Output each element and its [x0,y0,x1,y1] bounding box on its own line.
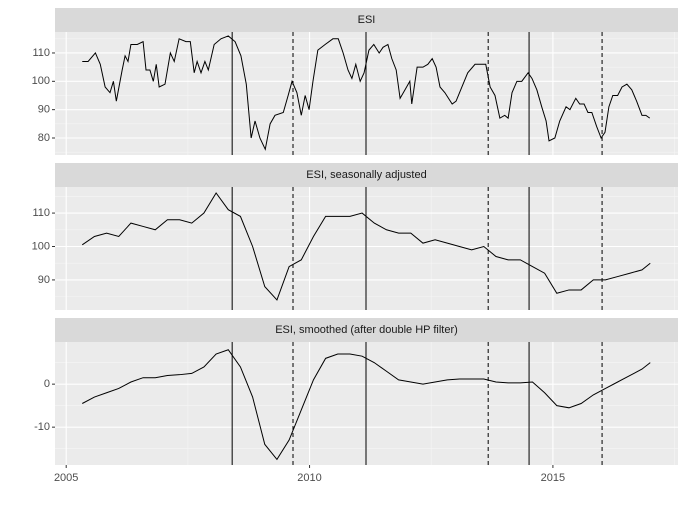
y-tick-label: -10 [34,421,50,433]
series-line [82,35,651,151]
y-tick-label: 100 [32,75,50,87]
y-tick-label: 80 [38,132,50,144]
y-tick-label: 90 [38,274,50,286]
strip-title: ESI [358,14,376,26]
series-line [82,349,651,461]
strip-title: ESI, smoothed (after double HP filter) [275,324,458,336]
y-tick-label: 110 [32,47,50,59]
y-tick-label: 90 [38,104,50,116]
x-tick-label: 2010 [297,472,321,484]
x-tick-label: 2015 [541,472,565,484]
series-line [81,192,651,301]
x-tick-label: 2005 [54,472,78,484]
strip [55,318,678,342]
y-tick-label: 0 [44,378,50,390]
y-tick-label: 110 [32,207,50,219]
strip [55,8,678,32]
y-tick-label: 100 [32,240,50,252]
strip [55,163,678,187]
strip-title: ESI, seasonally adjusted [306,169,426,181]
